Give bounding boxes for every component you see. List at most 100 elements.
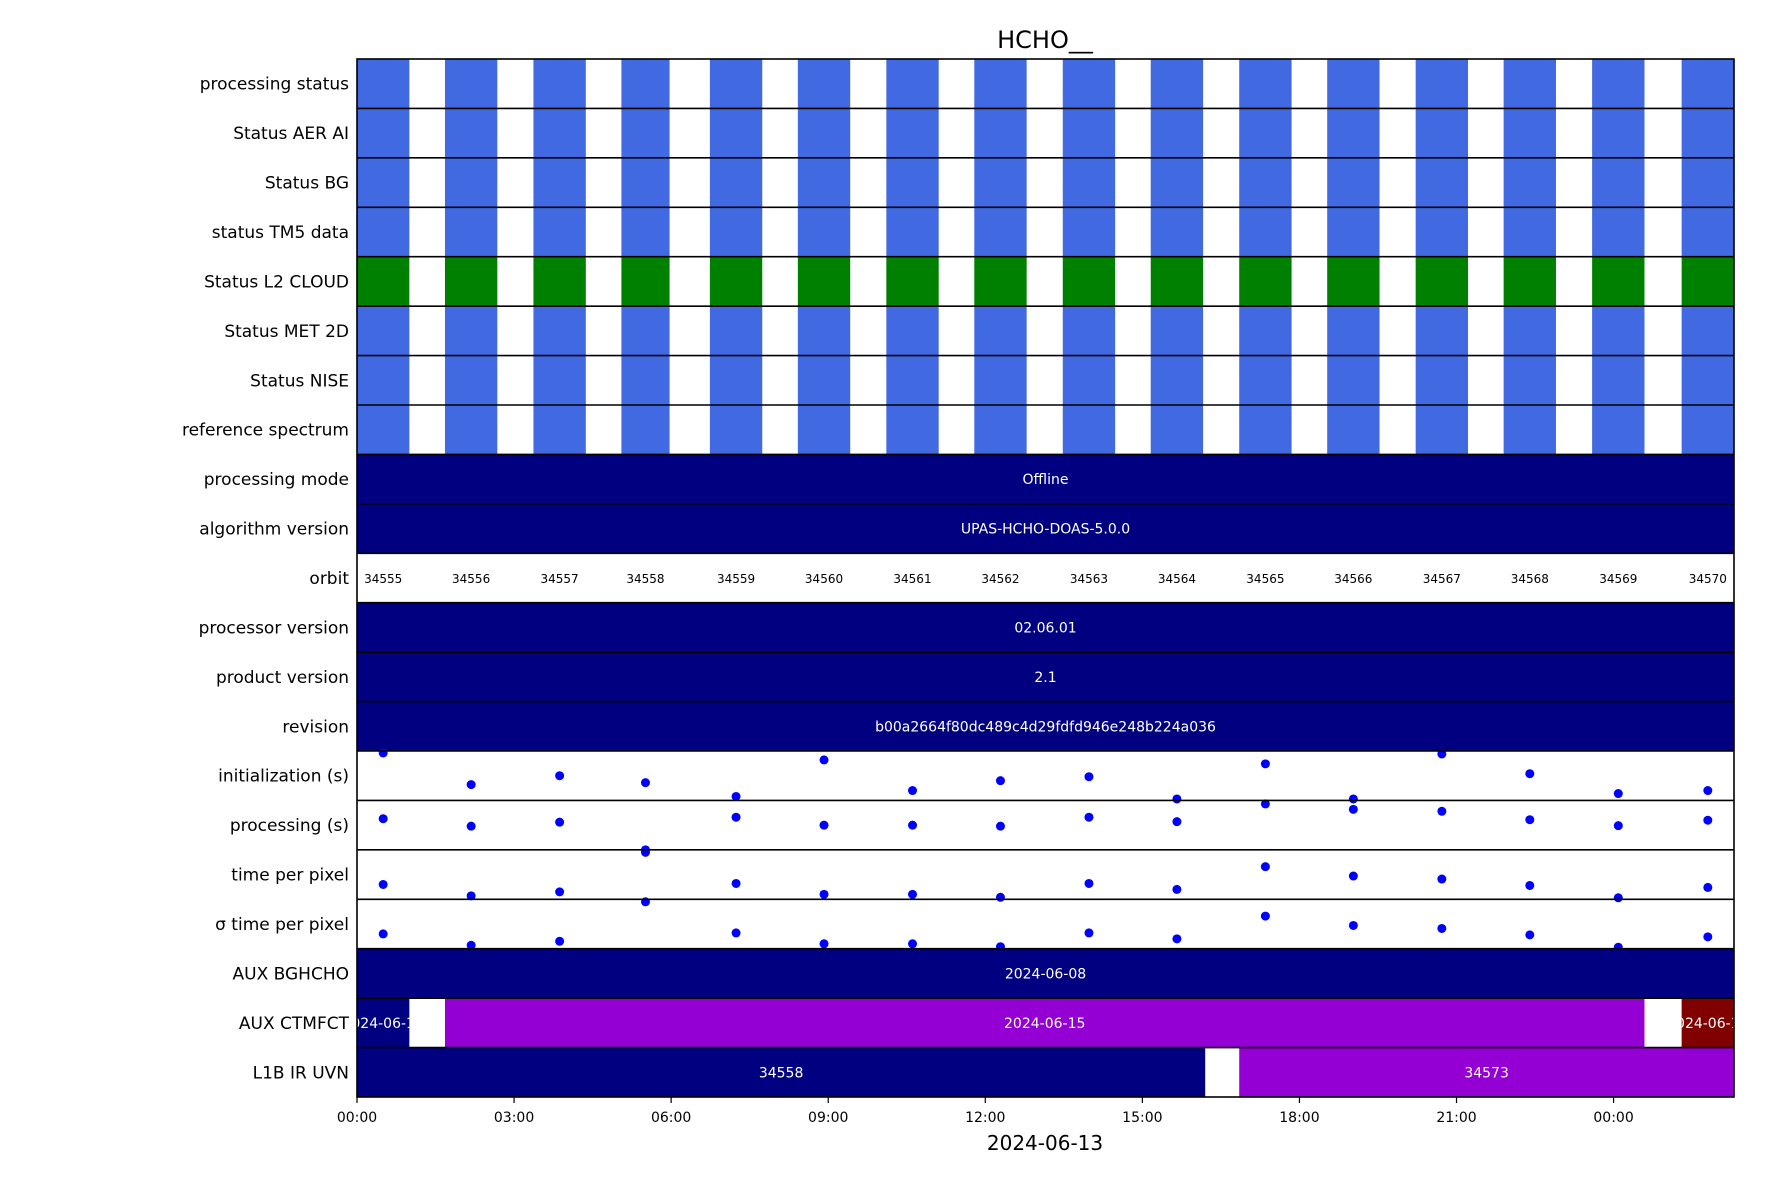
status-block bbox=[1503, 59, 1556, 109]
status-block bbox=[357, 207, 410, 257]
data-point bbox=[908, 889, 918, 899]
status-block bbox=[621, 157, 670, 208]
status-block bbox=[1681, 59, 1734, 109]
row-15: processing (s) bbox=[230, 799, 1713, 855]
status-block bbox=[621, 405, 670, 455]
status-block bbox=[357, 355, 410, 405]
span-bar bbox=[357, 948, 1734, 999]
status-block bbox=[533, 306, 586, 356]
row-18: AUX BGHCHO 2024-06-08 bbox=[233, 948, 1734, 999]
status-block bbox=[1327, 355, 1380, 405]
status-block bbox=[1327, 157, 1380, 208]
status-block bbox=[709, 256, 763, 307]
span-bar bbox=[357, 503, 1734, 554]
row-label: algorithm version bbox=[199, 520, 349, 540]
data-point bbox=[555, 936, 565, 946]
data-point bbox=[908, 786, 918, 796]
orbit-label: 34560 bbox=[805, 572, 843, 586]
row-0: processing status bbox=[200, 59, 1734, 109]
data-point bbox=[731, 878, 741, 888]
data-point bbox=[1525, 930, 1535, 940]
status-block bbox=[1415, 59, 1469, 109]
chart-title: HCHO__ bbox=[997, 26, 1094, 54]
data-point bbox=[555, 771, 565, 781]
data-point bbox=[1084, 812, 1094, 822]
span-label: 2024-06-15 bbox=[1004, 1016, 1085, 1032]
data-point bbox=[1525, 815, 1535, 825]
status-block bbox=[1681, 256, 1734, 307]
status-block bbox=[621, 59, 670, 109]
data-point bbox=[908, 939, 918, 949]
data-point bbox=[1437, 923, 1447, 933]
status-block bbox=[357, 157, 410, 208]
orbit-label: 34567 bbox=[1423, 572, 1461, 586]
status-block bbox=[709, 157, 763, 208]
row-5: Status MET 2D bbox=[224, 306, 1734, 356]
data-point bbox=[378, 929, 388, 939]
status-block bbox=[444, 355, 498, 405]
status-block bbox=[1503, 256, 1556, 307]
row-label: orbit bbox=[309, 569, 349, 589]
status-block bbox=[1415, 306, 1469, 356]
status-block bbox=[1681, 207, 1734, 257]
row-label: initialization (s) bbox=[218, 767, 349, 787]
status-block bbox=[797, 59, 851, 109]
status-block bbox=[444, 256, 498, 307]
status-block bbox=[1239, 405, 1292, 455]
status-block bbox=[1150, 157, 1204, 208]
data-point bbox=[1172, 934, 1182, 944]
status-block bbox=[1150, 108, 1204, 158]
status-block bbox=[797, 157, 851, 208]
status-block bbox=[1150, 405, 1204, 455]
row-label: time per pixel bbox=[231, 866, 349, 886]
x-tick-label: 06:00 bbox=[651, 1110, 691, 1126]
row-4: Status L2 CLOUD bbox=[204, 256, 1734, 307]
status-block bbox=[1503, 108, 1556, 158]
status-block bbox=[621, 256, 670, 307]
status-block bbox=[974, 306, 1027, 356]
status-block bbox=[1415, 355, 1469, 405]
x-axis-label: 2024-06-13 bbox=[987, 1131, 1103, 1155]
data-point bbox=[1172, 794, 1182, 804]
rows-layer: processing status Status AER AI Status BG s… bbox=[182, 59, 1748, 1097]
x-tick-label: 15:00 bbox=[1122, 1110, 1162, 1126]
span-label: Offline bbox=[1023, 472, 1069, 488]
status-block bbox=[1503, 355, 1556, 405]
data-point bbox=[1613, 821, 1623, 831]
status-block bbox=[533, 108, 586, 158]
span-label: 2.1 bbox=[1034, 670, 1056, 686]
span-label: 2024-06-16 bbox=[1667, 1016, 1748, 1032]
plot-frame bbox=[356, 58, 1735, 1098]
status-block bbox=[621, 108, 670, 158]
status-block bbox=[533, 59, 586, 109]
span-bar bbox=[357, 998, 410, 1048]
data-point bbox=[731, 928, 741, 938]
status-block bbox=[1327, 108, 1380, 158]
row-label: reference spectrum bbox=[182, 421, 349, 441]
data-point bbox=[1260, 911, 1270, 921]
row-1: Status AER AI bbox=[233, 108, 1734, 158]
data-point bbox=[466, 891, 476, 901]
status-block bbox=[357, 405, 410, 455]
status-block bbox=[1415, 207, 1469, 257]
row-8: processing mode Offline bbox=[204, 454, 1734, 504]
status-block bbox=[1062, 306, 1116, 356]
x-tick-label: 09:00 bbox=[808, 1110, 848, 1126]
status-block bbox=[1415, 405, 1469, 455]
status-block bbox=[886, 405, 939, 455]
x-axis: 00:00 03:00 06:00 09:00 12:00 15:00 18:00 21:00… bbox=[337, 1097, 1634, 1126]
status-block bbox=[1681, 108, 1734, 158]
status-block bbox=[1062, 256, 1116, 307]
data-point bbox=[1084, 928, 1094, 938]
row-label: Status L2 CLOUD bbox=[204, 272, 349, 292]
data-point bbox=[466, 780, 476, 790]
status-block bbox=[1327, 405, 1380, 455]
data-point bbox=[1348, 804, 1358, 814]
status-block bbox=[797, 256, 851, 307]
status-block bbox=[886, 157, 939, 208]
status-block bbox=[1150, 207, 1204, 257]
status-block bbox=[1062, 355, 1116, 405]
status-block bbox=[886, 355, 939, 405]
span-bar bbox=[357, 602, 1734, 653]
